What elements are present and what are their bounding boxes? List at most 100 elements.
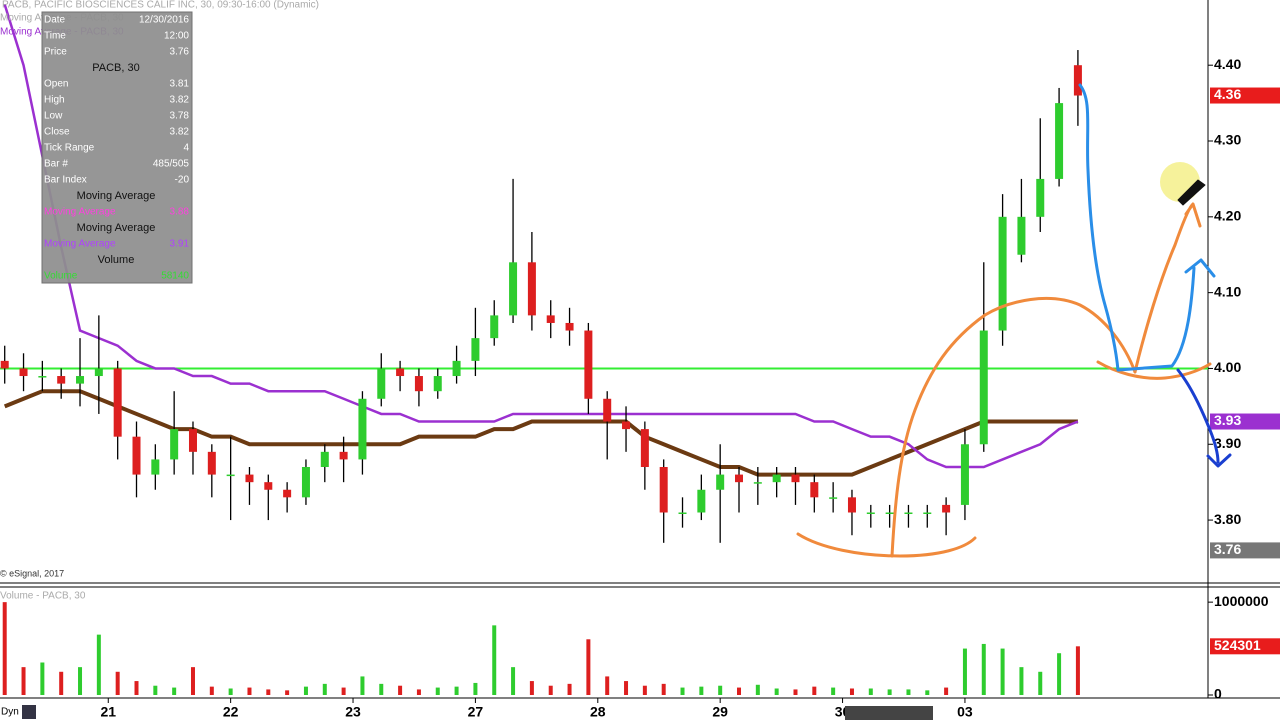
candle-body: [829, 497, 838, 499]
annotations: [796, 83, 1232, 558]
candle-body: [923, 512, 932, 514]
candle-body: [452, 360, 461, 377]
last-price-tag-bg: [1210, 87, 1280, 104]
candle-body: [622, 421, 631, 430]
volume-bar: [737, 687, 742, 695]
volume-bar: [831, 687, 836, 695]
volume-bar: [435, 687, 440, 695]
candle-body: [942, 504, 951, 513]
x-tick-label: 21: [100, 704, 116, 720]
volume-bar: [247, 687, 252, 695]
volume-bar: [887, 689, 892, 695]
candle-body: [151, 459, 160, 475]
candle-body: [283, 489, 292, 498]
candle-body: [753, 482, 762, 484]
y-tick-label: 4.20: [1214, 208, 1241, 224]
candle-body: [396, 368, 405, 377]
y-tick-label: 0: [1214, 686, 1222, 702]
volume-bar: [153, 685, 158, 695]
x-tick-label: 29: [712, 704, 728, 720]
volume-bar: [605, 676, 610, 695]
info-value: 3.81: [170, 79, 190, 90]
volume-bar: [1057, 653, 1062, 695]
candle-body: [659, 467, 668, 513]
info-value: 3.82: [170, 95, 190, 106]
candle-body: [1036, 178, 1045, 217]
candle-body: [377, 368, 386, 399]
info-value: 3.78: [170, 111, 190, 122]
candle-body: [584, 330, 593, 399]
info-value: 58140: [161, 271, 189, 282]
volume-bar: [849, 688, 854, 695]
moving-average-line: [3, 389, 1078, 477]
volume-bar: [529, 681, 534, 695]
candle-body: [998, 216, 1007, 331]
volume-bar: [793, 689, 798, 695]
volume-bar: [1019, 667, 1024, 695]
candle-body: [847, 497, 856, 513]
volume-bar: [190, 667, 195, 695]
volume-bar: [473, 682, 478, 695]
info-value: 12/30/2016: [139, 15, 189, 26]
volume-bar: [1075, 646, 1080, 695]
candle-body: [1055, 103, 1064, 179]
volume-bar: [661, 683, 666, 695]
volume-bar: [774, 688, 779, 695]
last-volume-tag-bg: [1210, 638, 1280, 655]
volume-bar: [906, 689, 911, 695]
y-tick-label: 4.00: [1214, 359, 1241, 375]
candle-body: [527, 262, 536, 316]
volume-bar: [59, 671, 64, 695]
last-price-tag: 4.36: [1214, 86, 1241, 102]
y-tick-label: 3.90: [1214, 435, 1241, 451]
candle-body: [565, 322, 574, 331]
pen-icon: [1177, 179, 1206, 206]
volume-bar: [925, 690, 930, 695]
info-value: 485/505: [153, 159, 190, 170]
info-value: -20: [175, 175, 190, 186]
copyright: © eSignal, 2017: [0, 568, 64, 578]
volume-bar: [115, 671, 120, 695]
y-tick-label: 1000000: [1214, 593, 1269, 609]
candle-body: [94, 368, 103, 377]
volume-bar: [209, 686, 214, 695]
x-tick-label: 27: [468, 704, 484, 720]
x-tick-label: 28: [590, 704, 606, 720]
info-value: 3.82: [170, 127, 190, 138]
volume-bar: [718, 685, 723, 695]
info-label: High: [44, 95, 65, 106]
candle-body: [38, 376, 47, 378]
moving-average-line: [3, 4, 1079, 469]
volume-bar: [454, 686, 459, 695]
volume-bar: [21, 667, 26, 695]
info-label: Date: [44, 15, 66, 26]
volume-bar: [322, 683, 327, 695]
info-label: Low: [44, 111, 63, 122]
candle-body: [735, 474, 744, 483]
volume-bar: [586, 639, 591, 695]
y-tick-label: 4.30: [1214, 132, 1241, 148]
candle-body: [509, 262, 518, 316]
volume-bar: [228, 688, 233, 695]
candle-body: [1073, 65, 1082, 96]
candle-body: [866, 512, 875, 514]
candle-body: [207, 451, 216, 475]
volume-bar: [379, 683, 384, 695]
annotation-stroke: [1078, 83, 1216, 372]
candle-body: [885, 512, 894, 514]
candle-body: [716, 474, 725, 490]
volume-bar: [868, 688, 873, 695]
candle-body: [678, 512, 687, 514]
volume-bar: [1000, 648, 1005, 695]
chart-title: PACB, PACIFIC BIOSCIENCES CALIF INC, 30,…: [2, 0, 319, 11]
info-label: Price: [44, 47, 67, 58]
candle-body: [772, 474, 781, 483]
info-label: Volume: [44, 271, 78, 282]
info-label: Bar Index: [44, 175, 87, 186]
info-label: Moving Average: [44, 239, 116, 250]
candle-body: [264, 482, 273, 490]
volume-bar: [398, 685, 403, 695]
info-label: Moving Average: [44, 207, 116, 218]
volume-bar: [285, 690, 290, 695]
